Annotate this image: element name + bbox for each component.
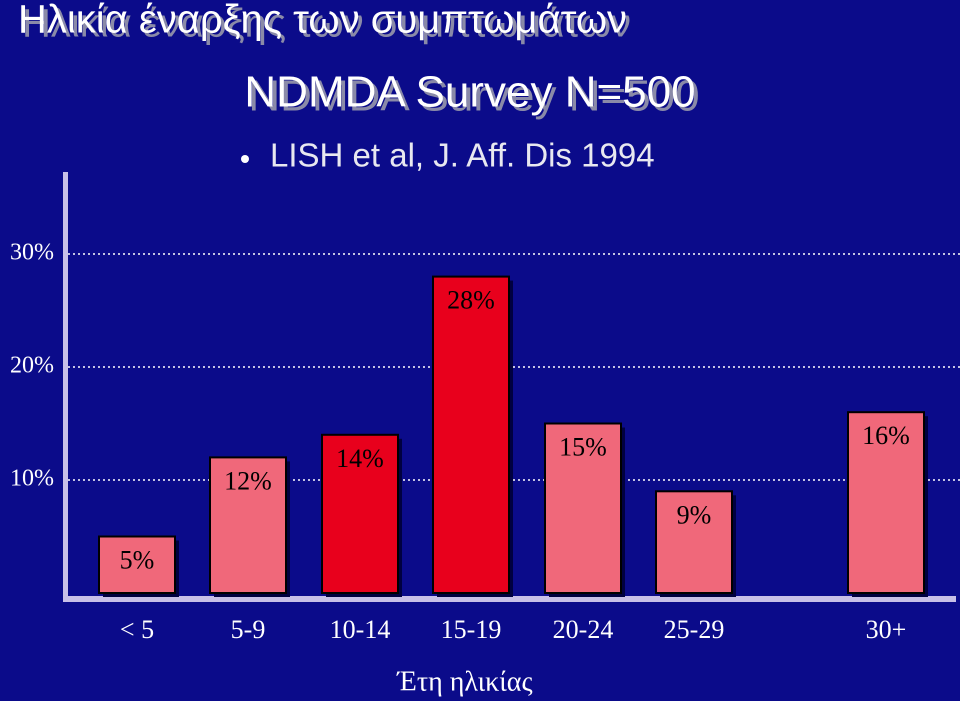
data-label: 14% bbox=[336, 444, 384, 473]
data-label: 5% bbox=[120, 545, 155, 574]
data-label: 28% bbox=[447, 286, 495, 315]
bar bbox=[655, 490, 733, 594]
y-tick-label: 20% bbox=[10, 353, 54, 379]
data-label: 15% bbox=[559, 432, 607, 461]
x-tick-label: 10-14 bbox=[330, 615, 391, 644]
x-tick-label: 5-9 bbox=[231, 615, 266, 644]
data-label: 9% bbox=[677, 500, 712, 529]
bar bbox=[544, 422, 622, 594]
source: LISH et al, J. Aff. Dis 1994 bbox=[270, 137, 655, 174]
bullet bbox=[241, 155, 249, 163]
bar bbox=[98, 535, 176, 594]
y-tick-label: 10% bbox=[10, 466, 54, 492]
chart-title: Ηλικία έναρξης των συμπτωμάτων bbox=[18, 0, 627, 42]
x-tick-label: 20-24 bbox=[553, 615, 614, 644]
x-axis-title: Έτη ηλικίας bbox=[396, 666, 532, 697]
x-tick-label: < 5 bbox=[120, 615, 154, 644]
data-label: 12% bbox=[224, 466, 272, 495]
bar bbox=[321, 433, 399, 594]
bar bbox=[432, 275, 510, 594]
bar bbox=[847, 411, 925, 595]
x-tick-label: 30+ bbox=[866, 615, 907, 644]
y-axis bbox=[63, 172, 68, 602]
y-tick-label: 30% bbox=[10, 240, 54, 266]
subtitle: NDMDA Survey N=500 bbox=[244, 68, 695, 117]
x-axis bbox=[63, 596, 956, 602]
x-tick-label: 15-19 bbox=[441, 615, 502, 644]
chart-title-shadow: Ηλικία έναρξης των συμπτωμάτων bbox=[22, 2, 631, 46]
subtitle-shadow: NDMDA Survey N=500 bbox=[248, 72, 699, 121]
bar bbox=[209, 456, 287, 594]
x-tick-label: 25-29 bbox=[664, 615, 725, 644]
data-label: 16% bbox=[862, 421, 910, 450]
